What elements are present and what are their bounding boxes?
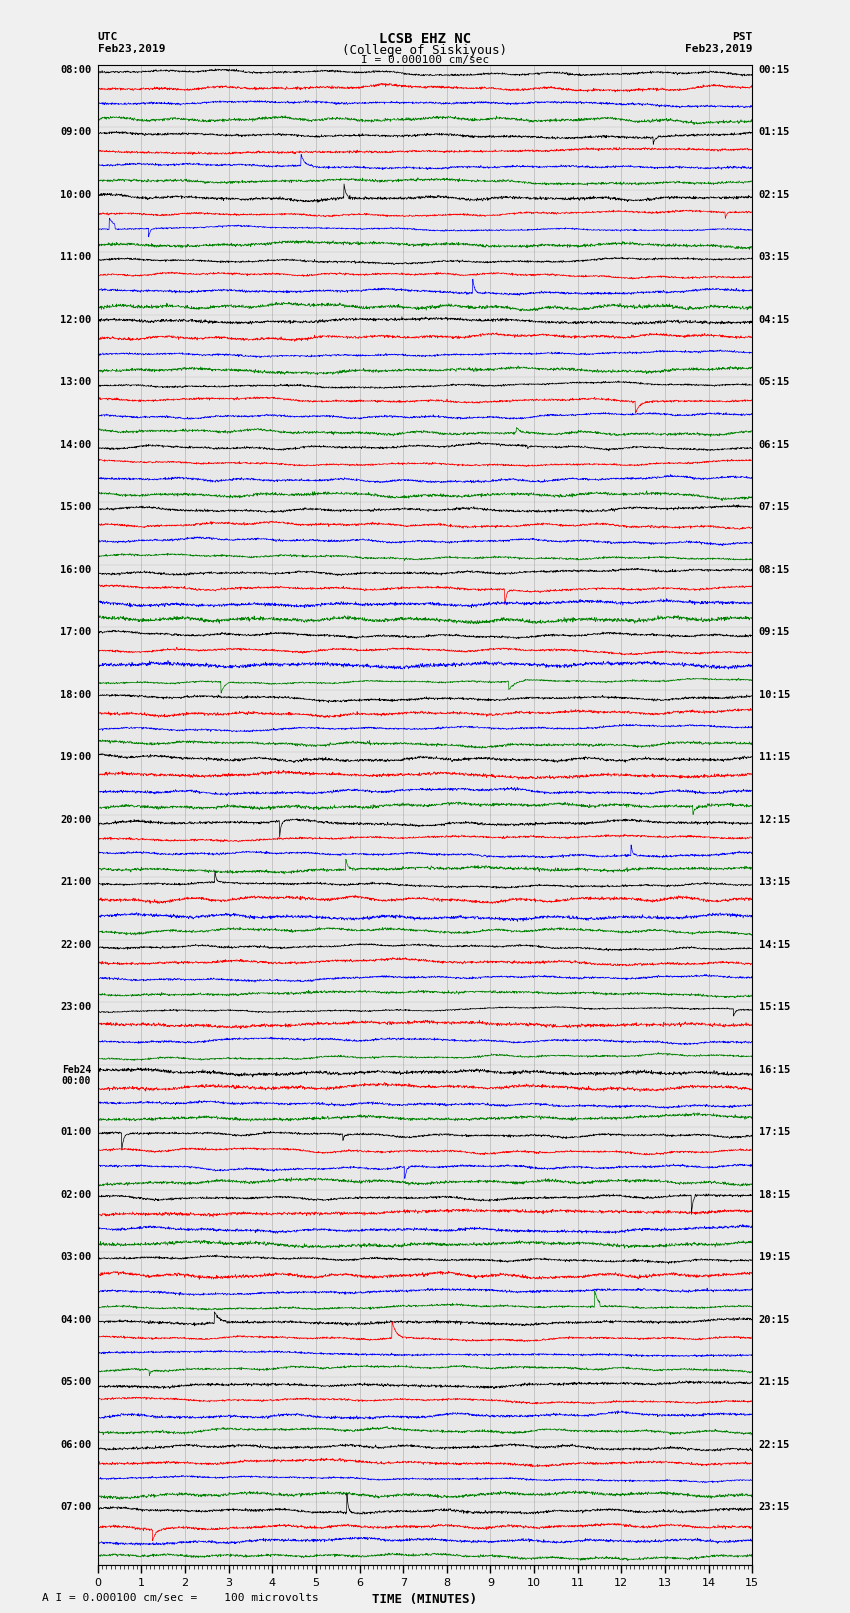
Text: 10:00: 10:00 [60, 189, 91, 200]
Text: UTC: UTC [98, 32, 118, 42]
Text: 16:00: 16:00 [60, 565, 91, 574]
Text: 03:15: 03:15 [759, 252, 790, 261]
Text: 23:15: 23:15 [759, 1502, 790, 1511]
Text: 14:00: 14:00 [60, 440, 91, 450]
Text: 07:00: 07:00 [60, 1502, 91, 1511]
Text: 13:15: 13:15 [759, 877, 790, 887]
Text: 14:15: 14:15 [759, 939, 790, 950]
Text: 15:15: 15:15 [759, 1002, 790, 1011]
Text: PST: PST [732, 32, 752, 42]
Text: 04:00: 04:00 [60, 1315, 91, 1324]
Text: 01:15: 01:15 [759, 127, 790, 137]
Text: 18:15: 18:15 [759, 1190, 790, 1200]
Text: 17:15: 17:15 [759, 1127, 790, 1137]
Text: 20:15: 20:15 [759, 1315, 790, 1324]
Text: 08:15: 08:15 [759, 565, 790, 574]
Text: 18:00: 18:00 [60, 690, 91, 700]
Text: (College of Siskiyous): (College of Siskiyous) [343, 44, 507, 56]
Text: 17:00: 17:00 [60, 627, 91, 637]
Text: 22:00: 22:00 [60, 939, 91, 950]
Text: 08:00: 08:00 [60, 65, 91, 74]
Text: 20:00: 20:00 [60, 815, 91, 824]
Text: 22:15: 22:15 [759, 1439, 790, 1450]
Text: LCSB EHZ NC: LCSB EHZ NC [379, 32, 471, 47]
Text: 11:15: 11:15 [759, 752, 790, 761]
Text: A I = 0.000100 cm/sec =    100 microvolts: A I = 0.000100 cm/sec = 100 microvolts [42, 1594, 320, 1603]
Text: 07:15: 07:15 [759, 502, 790, 511]
X-axis label: TIME (MINUTES): TIME (MINUTES) [372, 1594, 478, 1607]
Text: 19:15: 19:15 [759, 1252, 790, 1261]
Text: 21:15: 21:15 [759, 1378, 790, 1387]
Text: 03:00: 03:00 [60, 1252, 91, 1261]
Text: 06:00: 06:00 [60, 1439, 91, 1450]
Text: Feb23,2019: Feb23,2019 [685, 44, 752, 53]
Text: 13:00: 13:00 [60, 377, 91, 387]
Text: I = 0.000100 cm/sec: I = 0.000100 cm/sec [361, 55, 489, 65]
Text: 10:15: 10:15 [759, 690, 790, 700]
Text: 09:00: 09:00 [60, 127, 91, 137]
Text: Feb24
00:00: Feb24 00:00 [62, 1065, 91, 1086]
Text: 11:00: 11:00 [60, 252, 91, 261]
Text: 02:00: 02:00 [60, 1190, 91, 1200]
Text: 12:15: 12:15 [759, 815, 790, 824]
Text: 21:00: 21:00 [60, 877, 91, 887]
Text: 05:00: 05:00 [60, 1378, 91, 1387]
Text: 23:00: 23:00 [60, 1002, 91, 1011]
Text: 19:00: 19:00 [60, 752, 91, 761]
Text: 16:15: 16:15 [759, 1065, 790, 1074]
Text: 04:15: 04:15 [759, 315, 790, 324]
Text: 06:15: 06:15 [759, 440, 790, 450]
Text: 12:00: 12:00 [60, 315, 91, 324]
Text: Feb23,2019: Feb23,2019 [98, 44, 165, 53]
Text: 02:15: 02:15 [759, 189, 790, 200]
Text: 15:00: 15:00 [60, 502, 91, 511]
Text: 05:15: 05:15 [759, 377, 790, 387]
Text: 01:00: 01:00 [60, 1127, 91, 1137]
Text: 09:15: 09:15 [759, 627, 790, 637]
Text: 00:15: 00:15 [759, 65, 790, 74]
